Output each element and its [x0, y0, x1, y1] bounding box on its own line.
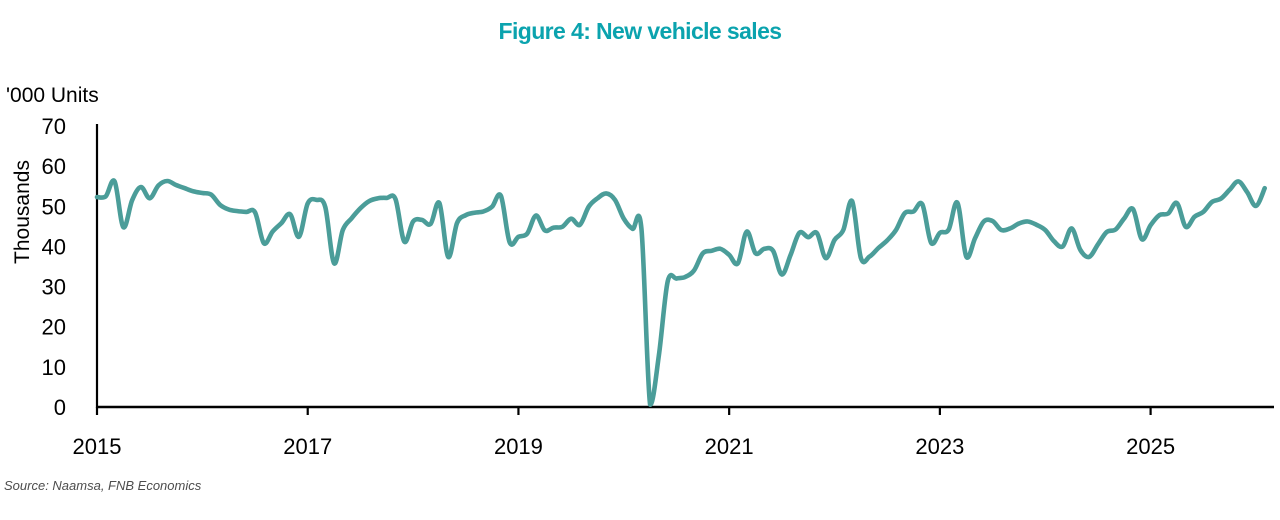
y-tick-label: 40	[42, 234, 66, 259]
x-tick-label: 2023	[915, 434, 964, 459]
x-tick-label: 2021	[705, 434, 754, 459]
sales-line-path	[94, 178, 1267, 407]
source-note: Source: Naamsa, FNB Economics	[4, 478, 202, 493]
sales-line-series	[94, 178, 1267, 407]
y-tick-label: 0	[54, 395, 66, 420]
x-tick-marks	[95, 407, 1152, 415]
x-tick-label: 2019	[494, 434, 543, 459]
y-tick-label: 70	[42, 114, 66, 139]
y-tick-label: 30	[42, 275, 66, 300]
x-tick-label: 2017	[283, 434, 332, 459]
y-units-label: '000 Units	[6, 84, 99, 107]
x-tick-labels: 2015 2017 2019 2021 2023 2025	[73, 434, 1176, 459]
y-tick-label: 10	[42, 355, 66, 380]
y-tick-label: 20	[42, 315, 66, 340]
y-tick-label: 50	[42, 194, 66, 219]
y-tick-label: 60	[42, 154, 66, 179]
x-tick-label: 2015	[73, 434, 122, 459]
y-tick-labels: 0 10 20 30 40 50 60 70	[42, 114, 66, 420]
chart-title: Figure 4: New vehicle sales	[498, 18, 783, 44]
axes	[95, 124, 1274, 409]
x-tick-label: 2025	[1126, 434, 1175, 459]
